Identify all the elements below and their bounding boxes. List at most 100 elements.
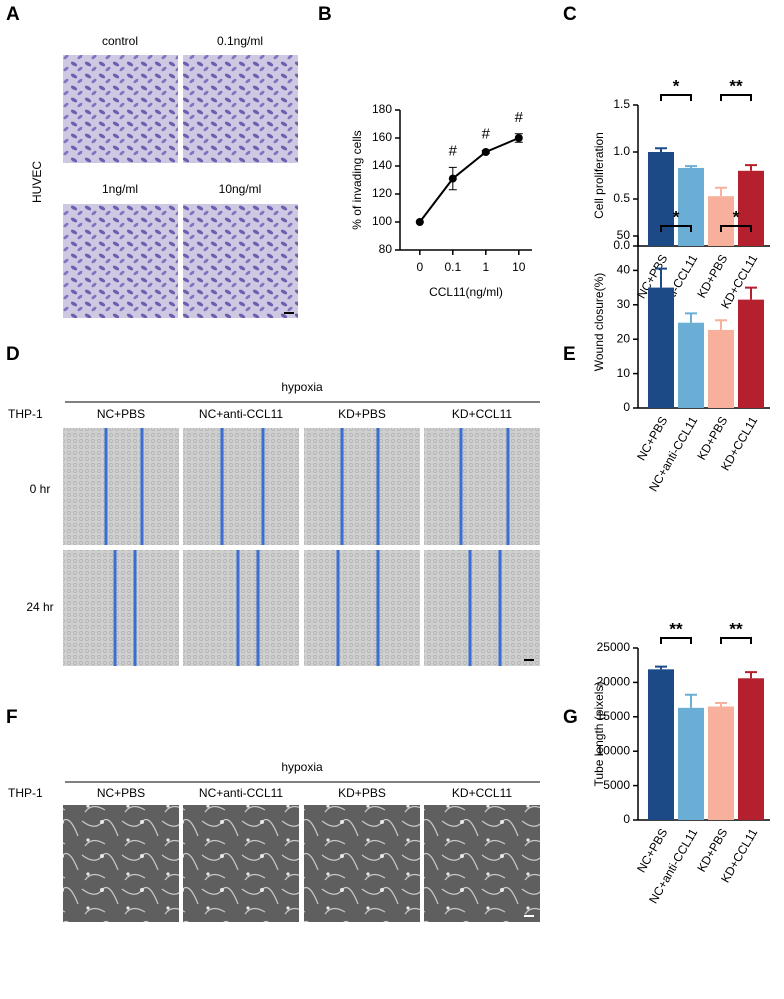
caption: 10ng/ml: [219, 182, 262, 196]
significance-label: **: [729, 76, 743, 95]
micrograph: [183, 55, 298, 163]
column-label: KD+CCL11: [452, 786, 512, 800]
y-axis-label: % of invading cells: [350, 130, 364, 229]
micrograph: [63, 550, 179, 666]
x-tick-label: 1: [482, 260, 489, 274]
error-bar: [745, 286, 757, 300]
panel-label: D: [6, 344, 20, 365]
y-tick-label: 20000: [597, 675, 631, 689]
bar: [678, 167, 704, 246]
x-tick-label: 0: [416, 260, 423, 274]
significance-label: **: [669, 619, 683, 638]
column-label: NC+PBS: [97, 407, 145, 421]
error-bar: [715, 702, 727, 707]
bar: [738, 678, 764, 820]
significance-bracket: [660, 225, 692, 232]
y-tick-label: 80: [379, 242, 393, 256]
panel-label: E: [563, 344, 576, 365]
error-bar: [715, 186, 727, 197]
point-label: #: [515, 109, 524, 126]
y-axis-label: Tube length (pixels): [592, 682, 606, 787]
y-tick-label: 10000: [597, 743, 631, 757]
error-bar: [685, 165, 697, 168]
point: [481, 148, 490, 156]
micrograph: [183, 550, 299, 666]
y-tick-label: 40: [617, 263, 631, 277]
column-label: KD+PBS: [338, 786, 386, 800]
bar: [708, 329, 734, 408]
layout: A control 0.1ng/ml 1ng/ml 10ng/ml HUVEC …: [6, 4, 540, 800]
y-tick-label: 120: [372, 186, 392, 200]
bar: [708, 196, 734, 246]
error-bar: [745, 164, 757, 171]
y-tick-label: 30: [617, 297, 631, 311]
column-label: NC+anti-CCL11: [199, 786, 283, 800]
y-tick-label: 1.0: [613, 144, 630, 158]
error-bar: [655, 665, 667, 670]
significance-label: *: [733, 207, 740, 226]
y-tick-label: 0.0: [613, 238, 630, 252]
caption: 1ng/ml: [102, 182, 138, 196]
y-tick-label: 25000: [597, 640, 631, 654]
micrograph: [424, 428, 540, 545]
significance-label: *: [673, 207, 680, 226]
significance-bracket: [720, 94, 752, 101]
x-tick-label: 10: [512, 260, 526, 274]
y-tick-label: 0: [623, 812, 630, 826]
micrograph: [183, 204, 298, 318]
significance-bracket: [660, 637, 692, 644]
x-axis-label: CCL11(ng/ml): [429, 285, 503, 299]
row-title: THP-1: [8, 786, 43, 800]
error-bar: [655, 147, 667, 152]
panel-label: A: [6, 4, 20, 25]
group-label: hypoxia: [281, 380, 323, 394]
x-tick-label: 0.1: [444, 260, 461, 274]
micrograph: [183, 805, 299, 922]
y-tick-label: 0.5: [613, 191, 630, 205]
micrograph: [304, 805, 420, 922]
y-tick-label: 50: [617, 228, 631, 242]
error-bar: [685, 312, 697, 323]
significance-bracket: [720, 637, 752, 644]
y-axis-label: Cell proliferation: [592, 132, 606, 219]
micrograph: [63, 55, 178, 163]
column-label: KD+CCL11: [452, 407, 512, 421]
error-bar: [685, 693, 697, 708]
micrograph: [183, 428, 299, 545]
row-title: THP-1: [8, 407, 43, 421]
point: [514, 134, 523, 142]
y-tick-label: 180: [372, 102, 392, 116]
caption: control: [102, 34, 138, 48]
bar: [738, 299, 764, 408]
bar: [648, 669, 674, 820]
bar: [678, 322, 704, 408]
y-tick-label: 0: [623, 400, 630, 414]
point: [415, 218, 424, 226]
column-label: NC+anti-CCL11: [199, 407, 283, 421]
significance-label: *: [673, 76, 680, 95]
line: [419, 137, 520, 223]
y-tick-label: 5000: [603, 778, 630, 792]
significance-label: **: [729, 619, 743, 638]
bar: [678, 707, 704, 820]
caption: 0.1ng/ml: [217, 34, 263, 48]
micrograph: [63, 428, 179, 545]
bar: [738, 170, 764, 246]
column-label: KD+PBS: [338, 407, 386, 421]
y-tick-label: 160: [372, 130, 392, 144]
y-axis-label: Wound closure(%): [592, 273, 606, 371]
significance-bracket: [660, 94, 692, 101]
column-label: NC+PBS: [97, 786, 145, 800]
bar: [708, 706, 734, 820]
y-tick-label: 20: [617, 331, 631, 345]
significance-bracket: [720, 225, 752, 232]
micrograph: [63, 204, 178, 318]
error-bar: [715, 319, 727, 330]
panel-label: C: [563, 4, 577, 25]
point: [448, 174, 457, 183]
panel-label: B: [318, 4, 332, 25]
point-label: #: [482, 126, 491, 143]
panel-label: G: [563, 707, 578, 728]
error-bar: [745, 671, 757, 679]
